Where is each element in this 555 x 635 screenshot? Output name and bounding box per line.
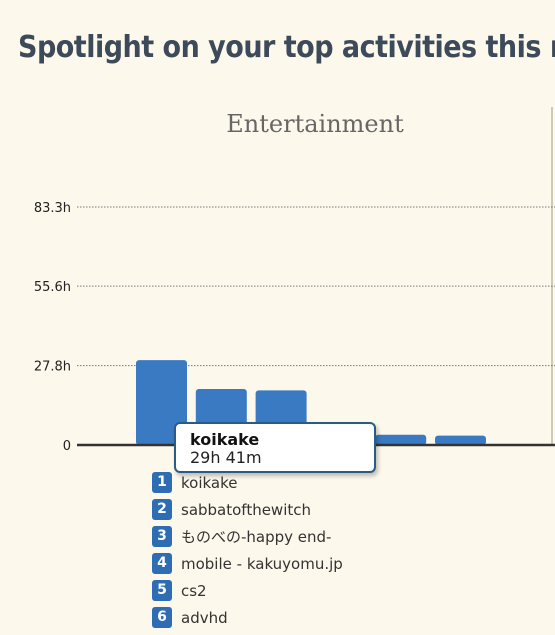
bar-5[interactable] [375, 434, 427, 445]
y-tick-label: 27.8h [34, 360, 71, 375]
rank-name: koikake [181, 473, 238, 492]
tooltip: koikake 29h 41m [174, 422, 376, 473]
y-tick-label: 55.6h [34, 280, 71, 295]
panel-divider [551, 107, 553, 445]
y-tick-label: 0 [63, 439, 71, 454]
rank-badge: 1 [152, 472, 172, 493]
rank-name: ものべの-happy end- [181, 528, 332, 546]
bar-6[interactable] [435, 435, 486, 445]
y-tick-label: 83.3h [34, 201, 71, 216]
ranking-item: 2 sabbatofthewitch [152, 496, 343, 523]
ranking-item: 4 mobile - kakuyomu.jp [152, 550, 343, 577]
rank-name: advhd [181, 608, 228, 627]
rank-badge: 4 [152, 553, 172, 574]
ranking-item: 3 ものべの-happy end- [152, 523, 343, 550]
ranking-item: 6 advhd [152, 604, 343, 631]
rank-badge: 3 [152, 526, 172, 547]
ranking-list: 1 koikake 2 sabbatofthewitch 3 ものべの-happy end… [152, 469, 343, 631]
ranking-item: 5 cs2 [152, 577, 343, 604]
page-title: Spotlight on your top activities this mo [18, 30, 555, 65]
rank-name: mobile - kakuyomu.jp [181, 554, 343, 573]
tooltip-value: 29h 41m [190, 448, 262, 467]
rank-badge: 6 [152, 607, 172, 628]
rank-badge: 2 [152, 499, 172, 520]
bar-chart: 0 27.8h 55.6h 83.3h [34, 201, 555, 454]
chart-title: Entertainment [226, 110, 404, 138]
grid-lines: 0 27.8h 55.6h 83.3h [34, 201, 555, 454]
rank-name: sabbatofthewitch [181, 500, 312, 519]
tooltip-name: koikake [190, 430, 260, 449]
rank-badge: 5 [152, 580, 172, 601]
rank-name: cs2 [181, 581, 207, 600]
ranking-item: 1 koikake [152, 469, 343, 496]
